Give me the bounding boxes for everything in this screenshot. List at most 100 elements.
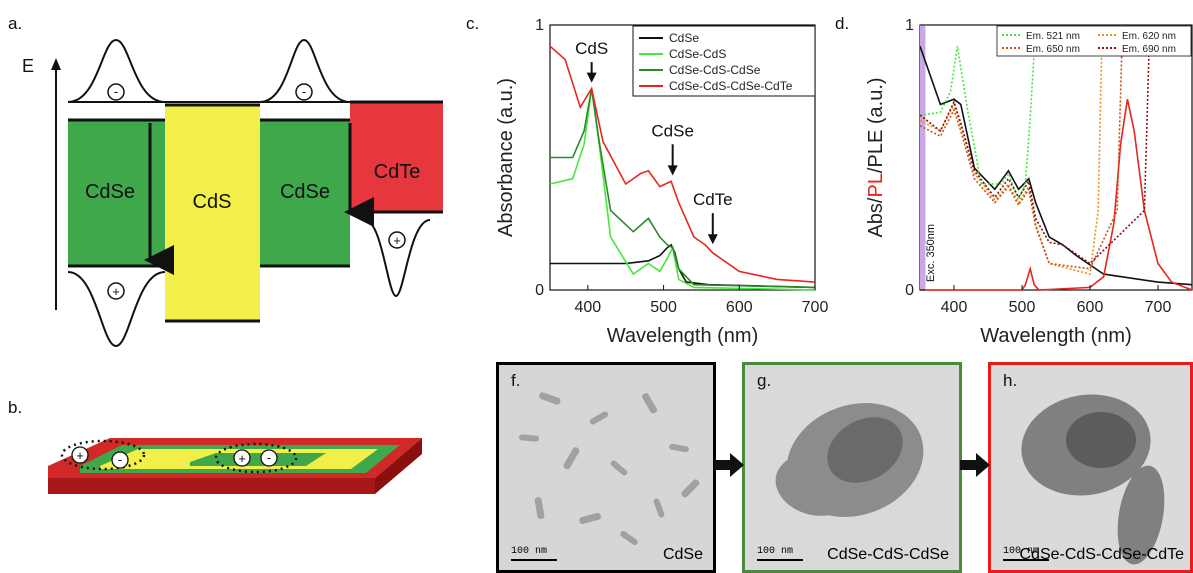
series-line-cdse-cds-cdse-cdte bbox=[549, 45, 816, 283]
x-tick-label-700: 700 bbox=[1145, 299, 1172, 316]
x-tick-label-700: 700 bbox=[802, 299, 829, 316]
electron-center-symbol: - bbox=[267, 450, 271, 465]
x-tick-label-400: 400 bbox=[575, 299, 602, 316]
label-cds: CdS bbox=[193, 191, 232, 213]
scale-bar-g bbox=[757, 559, 803, 561]
series-line-cdse-cds bbox=[549, 88, 816, 291]
tem-label-f: f. bbox=[511, 371, 521, 390]
electron-right-icon bbox=[295, 83, 313, 101]
hole-right-symbol: + bbox=[393, 233, 401, 248]
electron-icon-edge bbox=[111, 451, 129, 469]
series-line-em-521-nm bbox=[919, 24, 1040, 203]
platelet-center-green bbox=[190, 453, 326, 466]
electron-wavefunction-left bbox=[67, 38, 166, 103]
tem-panel-h: h. 100 nm CdSe-CdS-CdSe-CdTe bbox=[988, 362, 1193, 573]
hole-center-symbol: + bbox=[238, 451, 246, 466]
panel-label-c: c. bbox=[466, 14, 480, 33]
platelet-side-face bbox=[375, 438, 422, 494]
label-cdse-left: CdSe bbox=[85, 181, 135, 203]
legend-label-0: Em. 521 nm bbox=[1026, 31, 1080, 42]
tem-panel-f: f. 100 nm CdSe bbox=[496, 362, 716, 573]
hole-left-symbol: + bbox=[112, 284, 120, 299]
annotation-0: CdS bbox=[575, 39, 608, 58]
scale-text-f: 100 nm bbox=[511, 546, 548, 557]
annotation-arrowhead-1 bbox=[667, 165, 678, 176]
annotation-arrowhead-0 bbox=[586, 72, 597, 83]
panel-label-d: d. bbox=[835, 14, 850, 33]
series-line-abs bbox=[919, 45, 1193, 286]
tem-label-g: g. bbox=[757, 371, 772, 390]
legend-label-3: Em. 690 nm bbox=[1122, 44, 1176, 55]
hole-edge-symbol: + bbox=[76, 448, 84, 463]
scale-text-g: 100 nm bbox=[757, 546, 794, 557]
x-axis-label: Wavelength (nm) bbox=[980, 325, 1132, 347]
electron-edge-symbol: - bbox=[118, 452, 122, 467]
absorbance-chart: 400 500 600 700 0 1 Wavelength (nm) Absorbance … bbox=[495, 17, 829, 347]
electron-left-symbol: - bbox=[114, 84, 118, 99]
scale-bar-f bbox=[511, 559, 557, 561]
electron-icon-center bbox=[260, 449, 278, 467]
hole-icon-center bbox=[233, 449, 251, 467]
tem-panel-g: g. 100 nm CdSe-CdS-CdSe bbox=[742, 362, 962, 573]
hole-icon-edge bbox=[71, 446, 89, 464]
annotation-arrowhead-2 bbox=[707, 234, 718, 245]
tem-image-h bbox=[991, 365, 1190, 570]
panel-label-a: a. bbox=[8, 14, 23, 33]
excitation-label: Exc. 350nm bbox=[925, 224, 937, 282]
y-axis-label: Abs/PL/PLE (a.u.) bbox=[865, 77, 887, 237]
scale-bar-h bbox=[1003, 559, 1049, 561]
cdte-block bbox=[350, 102, 443, 212]
exciton-ellipse-edge bbox=[60, 439, 146, 471]
hole-wavefunction-right bbox=[364, 219, 431, 298]
label-cdte: CdTe bbox=[374, 161, 421, 183]
platelet-schematic: + - + - bbox=[48, 438, 422, 494]
legend-label-2: CdSe-CdS-CdSe bbox=[669, 63, 761, 77]
annotation-1: CdSe bbox=[651, 121, 694, 140]
platelet-front-face bbox=[48, 478, 375, 494]
arrow-g-to-h-icon bbox=[960, 453, 990, 477]
hole-right-icon bbox=[388, 231, 406, 249]
label-cdse-right: CdSe bbox=[280, 181, 330, 203]
series-line-em-650-nm bbox=[919, 24, 1124, 270]
arrow-f-to-g-icon bbox=[714, 453, 744, 477]
hole-wavefunction-left bbox=[67, 271, 166, 348]
series-line-cdse-cds-cdse bbox=[550, 88, 816, 289]
x-tick-label-500: 500 bbox=[1009, 299, 1036, 316]
legend-label-1: Em. 620 nm bbox=[1122, 31, 1176, 42]
legend-box bbox=[632, 25, 816, 97]
y-tick-label-1: 1 bbox=[905, 17, 914, 34]
y-tick-label-1: 1 bbox=[535, 17, 544, 34]
energy-axis-label: E bbox=[22, 56, 34, 76]
x-tick-label-400: 400 bbox=[941, 299, 968, 316]
scale-text-h: 100 nm bbox=[1003, 546, 1040, 557]
legend-label-0: CdSe bbox=[669, 31, 699, 45]
panel-label-b: b. bbox=[8, 398, 23, 417]
legend-label-3: CdSe-CdS-CdSe-CdTe bbox=[669, 79, 793, 93]
electron-wavefunction-right bbox=[259, 38, 351, 103]
legend-box bbox=[996, 25, 1192, 57]
tem-name-g: CdSe-CdS-CdSe bbox=[827, 546, 949, 563]
series-line-em-620-nm bbox=[919, 24, 1103, 276]
tem-name-h: CdSe-CdS-CdSe-CdTe bbox=[1019, 546, 1184, 563]
annotation-2: CdTe bbox=[693, 190, 733, 209]
pl-ple-chart: 400 500 600 700 0 1 Wavelength (nm) Abs/PL/PLE … bbox=[865, 17, 1193, 347]
tem-image-g bbox=[745, 365, 959, 570]
y-tick-label-0: 0 bbox=[905, 282, 914, 299]
legend-label-1: CdSe-CdS bbox=[669, 47, 726, 61]
energy-axis-arrow bbox=[51, 58, 61, 70]
series-line-pl bbox=[920, 99, 1193, 291]
exciton-ellipse-center bbox=[214, 442, 298, 474]
electron-left-icon bbox=[107, 83, 125, 101]
x-tick-label-600: 600 bbox=[1077, 299, 1104, 316]
electron-right-symbol: - bbox=[302, 84, 306, 99]
x-tick-label-600: 600 bbox=[726, 299, 753, 316]
x-axis-label: Wavelength (nm) bbox=[607, 325, 759, 347]
tem-name-f: CdSe bbox=[662, 546, 703, 563]
hole-left-icon bbox=[107, 282, 125, 300]
x-tick-label-500: 500 bbox=[650, 299, 677, 316]
legend-label-2: Em. 650 nm bbox=[1026, 44, 1080, 55]
excitation-band bbox=[920, 25, 926, 290]
tem-image-f bbox=[499, 365, 713, 570]
y-axis-label: Absorbance (a.u.) bbox=[495, 78, 517, 237]
series-line-em-690-nm bbox=[919, 24, 1151, 265]
